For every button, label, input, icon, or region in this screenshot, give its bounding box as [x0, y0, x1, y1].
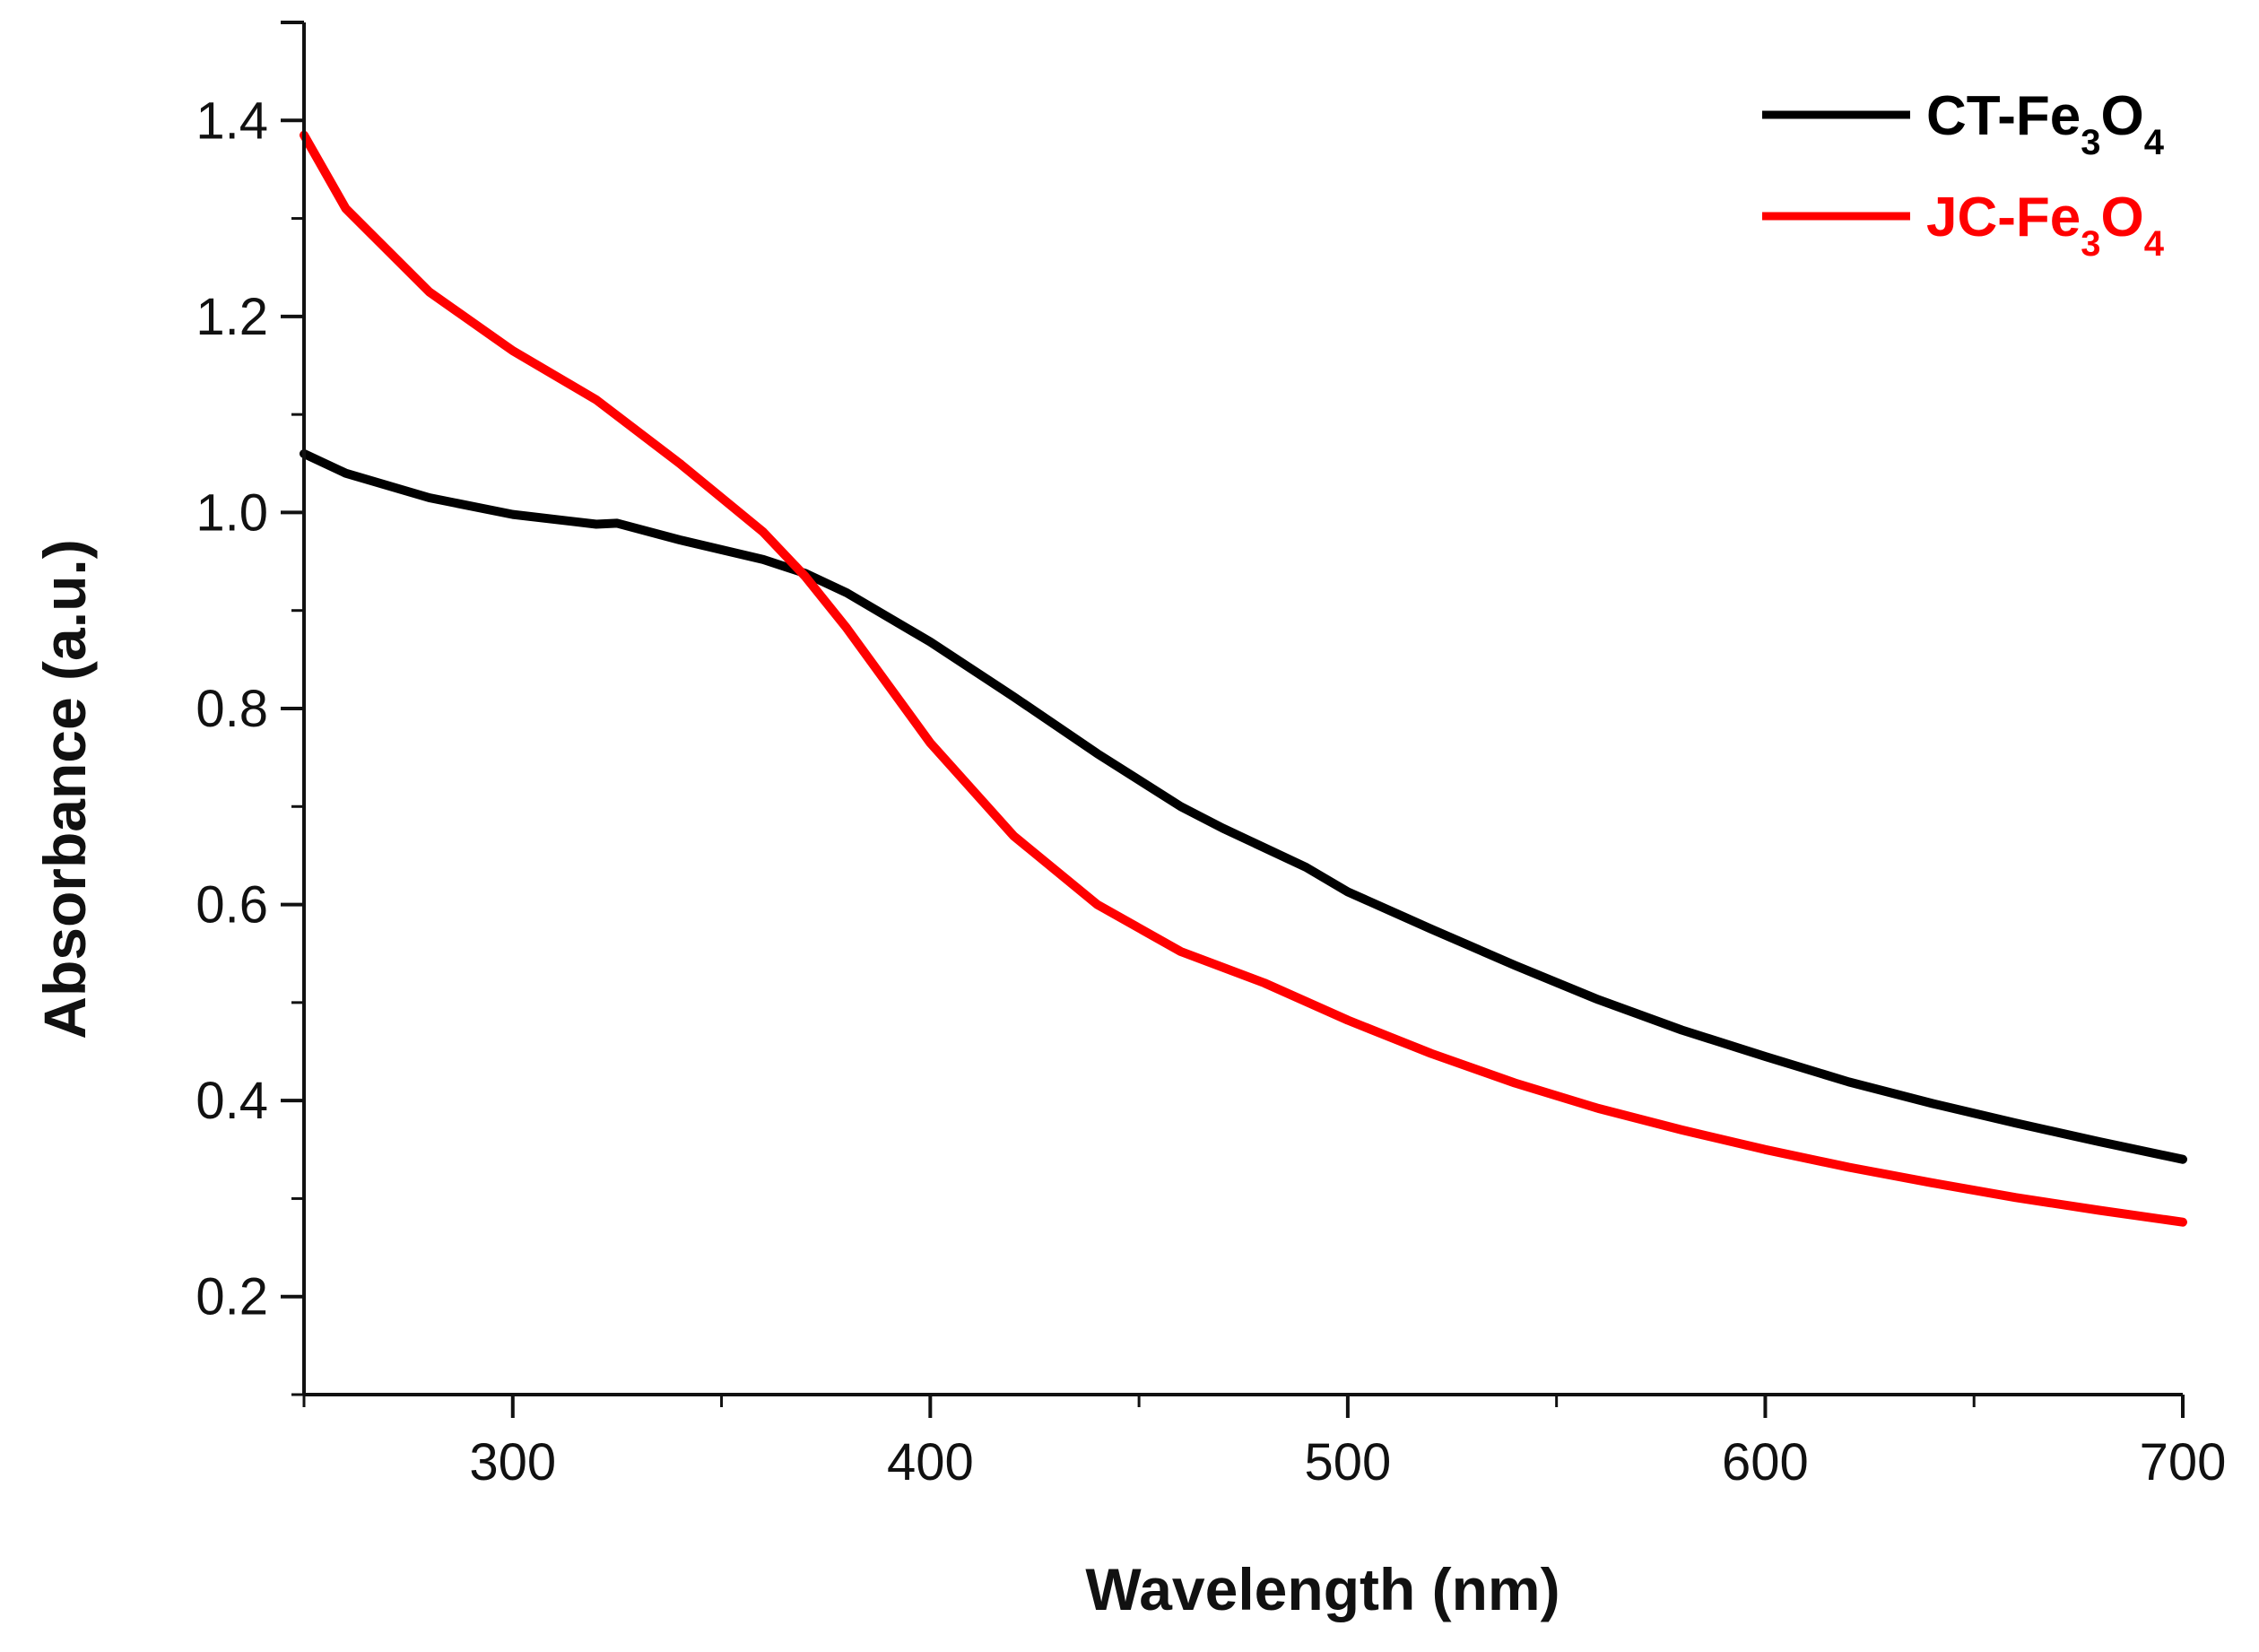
y-axis-title: Absorbance (a.u.): [31, 539, 98, 1039]
axes-layer: 0.2 0.4 0.6 0.8 1.0 1.2 1.4 300 400 500 600 700: [195, 21, 2227, 1491]
y-tick-label: 0.2: [195, 1268, 268, 1326]
series-layer: [300, 130, 2187, 1227]
x-tick-label: 600: [1722, 1433, 1809, 1491]
x-tick-label: 700: [2140, 1433, 2227, 1491]
y-tick-label: 0.4: [195, 1072, 268, 1130]
y-tick-label: 1.2: [195, 288, 268, 346]
legend-label: CT-Fe3O4: [1926, 85, 2165, 162]
legend-label: JC-Fe3O4: [1926, 187, 2165, 264]
y-tick-label: 1.4: [195, 91, 268, 150]
x-tick-label: 400: [887, 1433, 974, 1491]
series-line-jc-fe3o4: [300, 130, 2187, 1227]
y-tick-label: 0.8: [195, 680, 268, 738]
legend: CT-Fe3O4 JC-Fe3O4: [1762, 85, 2165, 264]
series-line-ct-fe3o4: [300, 448, 2187, 1164]
y-tick-label: 1.0: [195, 483, 268, 542]
x-tick-label: 300: [469, 1433, 556, 1491]
x-axis-title: Wavelength (nm): [1085, 1556, 1560, 1622]
y-tick-label: 0.6: [195, 876, 268, 935]
x-tick-label: 500: [1304, 1433, 1391, 1491]
